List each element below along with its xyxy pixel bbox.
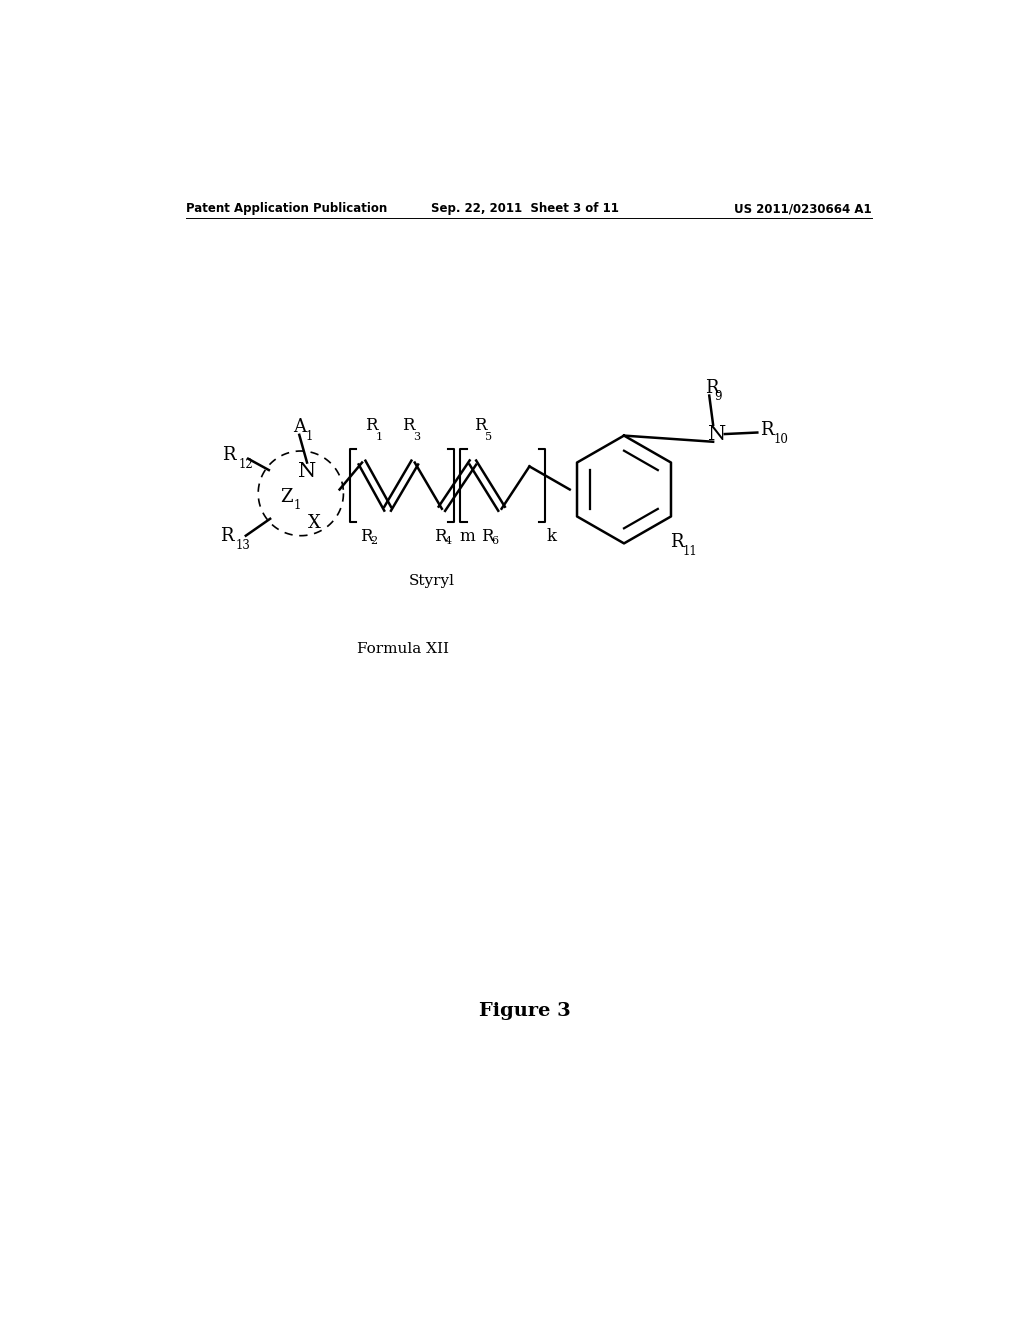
Text: 11: 11 [683, 545, 697, 557]
Text: R: R [366, 417, 378, 434]
Text: Figure 3: Figure 3 [479, 1002, 570, 1019]
Text: R: R [220, 527, 233, 545]
Text: 10: 10 [773, 433, 788, 446]
Text: 4: 4 [445, 536, 453, 545]
Text: US 2011/0230664 A1: US 2011/0230664 A1 [734, 202, 872, 215]
Text: 6: 6 [492, 536, 499, 545]
Text: R: R [760, 421, 773, 440]
Text: R: R [480, 528, 494, 545]
Text: Patent Application Publication: Patent Application Publication [186, 202, 387, 215]
Text: 13: 13 [237, 539, 251, 552]
Text: 2: 2 [371, 536, 378, 545]
Text: A: A [293, 418, 306, 436]
Text: X: X [308, 513, 322, 532]
Text: 9: 9 [714, 389, 722, 403]
Text: Sep. 22, 2011  Sheet 3 of 11: Sep. 22, 2011 Sheet 3 of 11 [431, 202, 618, 215]
Text: R: R [359, 528, 373, 545]
Text: 5: 5 [485, 432, 493, 442]
Text: R: R [402, 417, 415, 434]
Text: 3: 3 [414, 432, 420, 442]
Text: R: R [706, 379, 719, 397]
Text: N: N [708, 425, 726, 444]
Text: 12: 12 [239, 458, 253, 471]
Text: k: k [547, 528, 556, 545]
Text: 1: 1 [376, 432, 383, 442]
Text: R: R [434, 528, 446, 545]
Text: m: m [460, 528, 475, 545]
Text: Z: Z [281, 488, 293, 506]
Text: Formula XII: Formula XII [356, 642, 449, 656]
Text: R: R [222, 446, 236, 463]
Text: R: R [474, 417, 487, 434]
Text: R: R [671, 533, 684, 550]
Text: N: N [298, 462, 316, 482]
Text: 1: 1 [293, 499, 301, 512]
Text: Styryl: Styryl [409, 574, 455, 589]
Text: 1: 1 [305, 430, 313, 444]
